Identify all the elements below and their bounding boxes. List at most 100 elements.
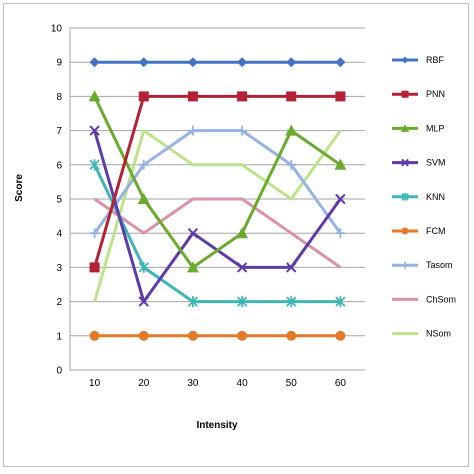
data-point [88, 90, 101, 102]
y-tick-label: 3 [56, 263, 62, 274]
y-tick-label: 0 [56, 366, 62, 377]
data-point [237, 57, 248, 68]
y-tick-label: 4 [56, 229, 62, 240]
data-point [236, 227, 249, 239]
data-point [335, 193, 346, 205]
series-tasom [89, 125, 346, 239]
legend-item: NSom [392, 329, 451, 339]
data-point [89, 262, 100, 273]
data-point [237, 330, 248, 341]
x-tick-labels: 10 20 30 40 50 60 [89, 378, 346, 389]
series-chsom [93, 197, 342, 269]
data-point [335, 330, 346, 341]
y-tick-label: 6 [56, 160, 62, 171]
legend-label: NSom [426, 329, 451, 339]
data-point [401, 227, 409, 235]
legend-label: ChSom [426, 294, 456, 304]
data-point [401, 90, 409, 98]
data-point [237, 91, 248, 102]
legend-item: FCM [392, 226, 446, 236]
data-point [286, 91, 297, 102]
data-point [335, 296, 346, 308]
data-point [89, 57, 100, 68]
data-point [334, 158, 347, 170]
data-point [89, 228, 100, 239]
legend-item: MLP [392, 123, 445, 133]
series-nsom [93, 129, 342, 303]
data-point [401, 261, 409, 269]
x-tick-label: 30 [187, 378, 199, 389]
series-rbf [89, 57, 346, 68]
x-tick-label: 20 [138, 378, 150, 389]
data-point [187, 91, 198, 102]
data-point [400, 124, 410, 132]
data-point [335, 228, 346, 239]
series-line [93, 197, 342, 269]
legend-label: SVM [426, 158, 446, 168]
x-tick-label: 60 [335, 378, 347, 389]
data-point [286, 296, 297, 308]
data-point [285, 124, 298, 136]
data-point [335, 57, 346, 68]
data-point [187, 330, 198, 341]
y-tick-label: 10 [51, 24, 63, 35]
series-line [93, 130, 342, 304]
x-tick-label: 10 [89, 378, 101, 389]
data-point [138, 159, 149, 170]
data-point [335, 91, 346, 102]
data-point [286, 330, 297, 341]
series-line [93, 94, 341, 268]
series-line [93, 129, 342, 303]
data-point [236, 296, 248, 308]
y-tick-label: 5 [56, 195, 62, 206]
series-fcm [89, 330, 346, 341]
data-point [138, 91, 149, 102]
y-tick-label: 9 [56, 58, 62, 69]
y-tick-label: 8 [56, 92, 62, 103]
data-point [187, 296, 199, 308]
series-pnn [89, 91, 346, 273]
data-point [138, 330, 149, 341]
data-point [401, 192, 409, 201]
series-knn [89, 159, 346, 308]
data-point [137, 193, 150, 204]
x-tick-label: 40 [237, 378, 249, 389]
data-point [186, 261, 199, 273]
data-point [138, 296, 149, 307]
x-axis-title: Intensity [196, 420, 238, 431]
data-point [286, 57, 297, 68]
y-tick-labels: 0 1 2 3 4 5 6 7 8 9 10 [51, 24, 63, 377]
series-lines [88, 57, 347, 341]
chart-frame [3, 3, 469, 467]
legend-label: FCM [426, 226, 446, 236]
legend-label: Tasom [426, 260, 453, 270]
data-point [89, 159, 100, 171]
legend-item: RBF [392, 55, 445, 65]
data-point [138, 261, 149, 273]
legend-label: PNN [426, 89, 445, 99]
legend-label: MLP [426, 123, 445, 133]
data-point [89, 330, 100, 341]
data-point [237, 125, 248, 136]
legend-item: KNN [392, 192, 445, 202]
data-point [89, 125, 100, 136]
y-tick-label: 7 [56, 126, 62, 137]
data-point [236, 262, 248, 273]
legend-item: ChSom [392, 294, 456, 304]
y-axis-title: Score [14, 174, 25, 202]
data-point [286, 159, 297, 170]
series-line [93, 129, 342, 235]
legend-label: KNN [426, 192, 445, 202]
legend-label: RBF [426, 55, 445, 65]
series-line [93, 164, 341, 304]
legend-item: PNN [392, 89, 445, 99]
data-point [401, 56, 409, 64]
series-line [93, 95, 342, 269]
series-mlp [88, 90, 347, 273]
legend-item: Tasom [392, 260, 453, 270]
data-point [187, 125, 198, 136]
data-point [138, 57, 149, 68]
y-tick-label: 2 [56, 297, 62, 308]
legend-item: SVM [392, 158, 446, 168]
